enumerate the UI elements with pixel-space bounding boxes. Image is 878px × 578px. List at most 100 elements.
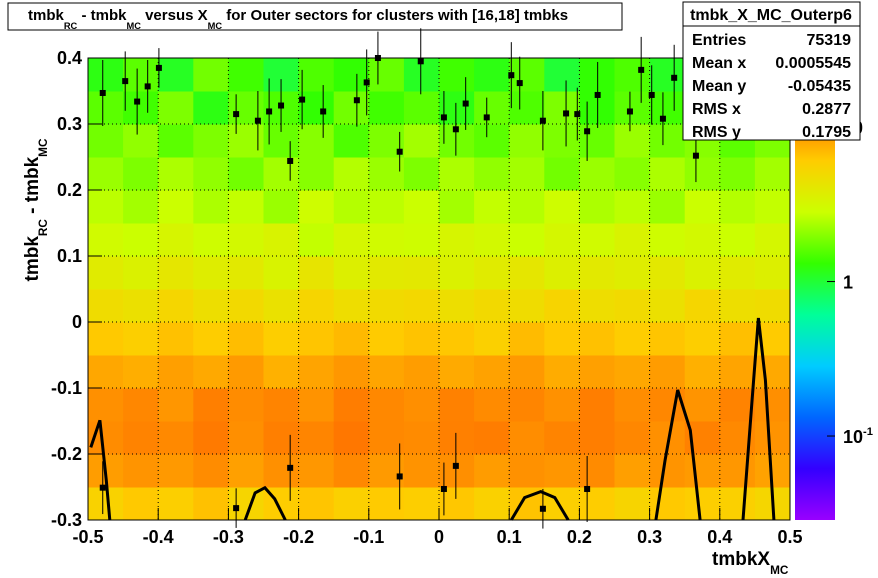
heatmap-cell — [719, 157, 756, 191]
heatmap-cell — [333, 157, 370, 191]
heatmap-cell — [579, 322, 615, 356]
heatmap-cell — [368, 190, 405, 224]
profile-point — [99, 484, 106, 491]
heatmap-cell — [614, 223, 651, 257]
stats-title: tmbk_X_MC_Outerp6 — [690, 7, 852, 24]
heatmap-cell — [228, 58, 264, 92]
heatmap-cell — [509, 388, 545, 422]
profile-point — [648, 91, 655, 98]
heatmap-cell — [368, 454, 405, 488]
profile-point — [626, 108, 633, 115]
heatmap-cell — [439, 421, 475, 455]
heatmap-cell — [123, 190, 159, 224]
heatmap-cell — [368, 223, 405, 257]
heatmap-cell — [263, 355, 300, 389]
heatmap-cell — [614, 487, 651, 521]
heatmap-cell — [88, 223, 124, 257]
heatmap-cell — [333, 256, 370, 290]
heatmap-cell — [649, 487, 686, 521]
heatmap-cell — [403, 223, 440, 257]
heatmap-cell — [403, 289, 440, 323]
heatmap-cell — [719, 256, 756, 290]
heatmap-cell — [544, 157, 580, 191]
y-tick-label: 0.4 — [57, 48, 82, 68]
profile-point — [266, 108, 273, 115]
heatmap-cell — [544, 355, 580, 389]
heatmap-cell — [193, 58, 229, 92]
heatmap-cell — [614, 355, 651, 389]
heatmap-cell — [333, 355, 370, 389]
heatmap-cell — [754, 388, 791, 422]
heatmap-cell — [649, 58, 686, 92]
x-tick-label: -0.2 — [283, 527, 314, 547]
stats-name: Mean x — [692, 55, 746, 72]
heatmap-cell — [544, 91, 580, 125]
profile-point — [440, 485, 447, 492]
y-tick-label: 0.3 — [57, 114, 82, 134]
x-tick-label: -0.5 — [72, 527, 103, 547]
heatmap-cell — [193, 487, 229, 521]
heatmap-cell — [88, 388, 124, 422]
profile-point — [233, 111, 240, 118]
stats-value: 75319 — [807, 32, 852, 49]
heatmap-cell — [88, 289, 124, 323]
heatmap-cell — [684, 289, 721, 323]
y-axis-label: tmbkRC - tmbkMC — [22, 138, 50, 281]
heatmap-cell — [298, 190, 335, 224]
heatmap-cell — [649, 322, 686, 356]
heatmap-cell — [263, 289, 300, 323]
heatmap-cell — [123, 421, 159, 455]
heatmap-cell — [368, 256, 405, 290]
heatmap-cell — [719, 190, 756, 224]
y-tick-label: -0.1 — [51, 378, 82, 398]
profile-point — [692, 152, 699, 159]
heatmap-cell — [368, 322, 405, 356]
heatmap-cell — [649, 223, 686, 257]
heatmap-cell — [333, 289, 370, 323]
heatmap-cell — [298, 487, 335, 521]
heatmap-cell — [158, 190, 194, 224]
heatmap-cell — [509, 157, 545, 191]
profile-point — [363, 79, 370, 86]
heatmap-cell — [333, 454, 370, 488]
heatmap-cell — [298, 355, 335, 389]
profile-point — [508, 72, 515, 79]
heatmap-cell — [333, 91, 370, 125]
heatmap-cell — [123, 322, 159, 356]
heatmap-cell — [579, 421, 615, 455]
heatmap-cell — [158, 256, 194, 290]
heatmap-cell — [509, 190, 545, 224]
heatmap-cell — [684, 355, 721, 389]
profile-point — [452, 462, 459, 469]
heatmap-cell — [298, 454, 335, 488]
stats-value: 0.2877 — [802, 101, 851, 118]
heatmap-cell — [684, 190, 721, 224]
stats-value: 0.1795 — [802, 124, 851, 141]
stats-box — [682, 1, 861, 141]
heatmap-cell — [719, 289, 756, 323]
heatmap-cell — [158, 58, 194, 92]
heatmap-cell — [754, 289, 791, 323]
heatmap-cell — [88, 487, 124, 521]
profile-point — [483, 114, 490, 121]
profile-point — [563, 110, 570, 117]
heatmap-cell — [474, 256, 510, 290]
heatmap-cell — [333, 223, 370, 257]
heatmap-cell — [368, 91, 405, 125]
profile-point — [278, 102, 285, 109]
heatmap-cell — [123, 58, 159, 92]
heatmap-cell — [298, 124, 335, 158]
heatmap-cell — [298, 91, 335, 125]
x-tick-label: 0.1 — [497, 527, 522, 547]
heatmap-cell — [474, 124, 510, 158]
heatmap-cell — [509, 454, 545, 488]
heatmap-cell — [579, 157, 615, 191]
heatmap-cell — [403, 454, 440, 488]
heatmap-cell — [614, 91, 651, 125]
heatmap-cell — [123, 91, 159, 125]
profile-point — [99, 89, 106, 96]
heatmap-cell — [544, 190, 580, 224]
heatmap-cell — [509, 421, 545, 455]
heatmap-cell — [298, 289, 335, 323]
heatmap-cell — [649, 91, 686, 125]
